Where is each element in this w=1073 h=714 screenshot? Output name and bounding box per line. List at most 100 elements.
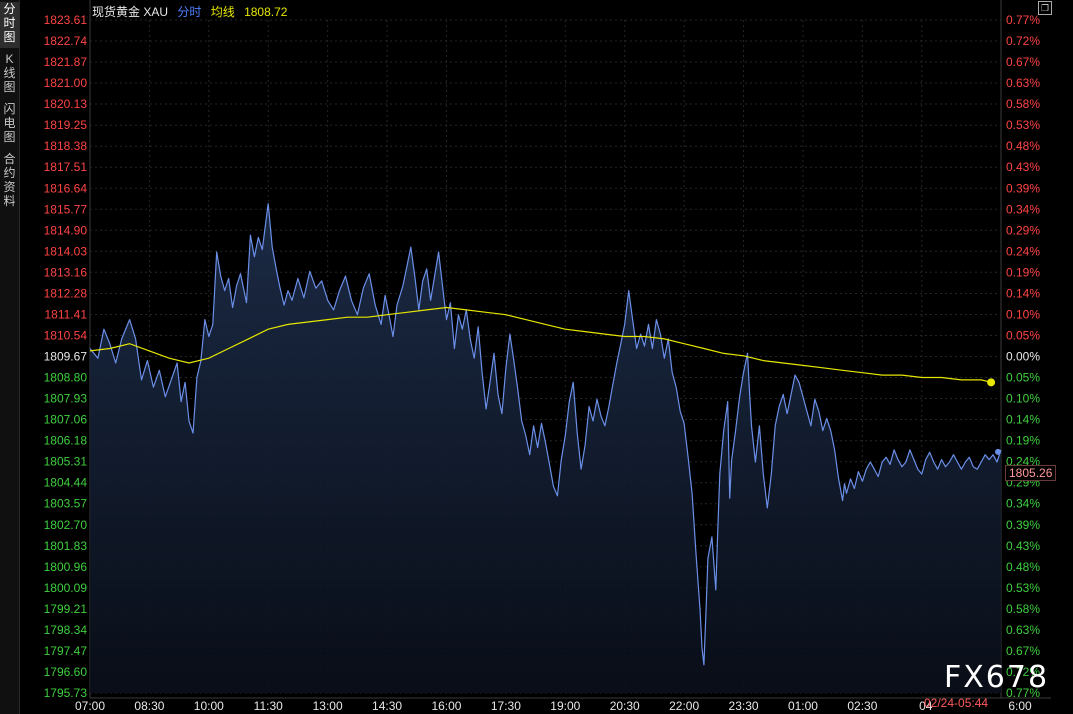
right-tick-label: 0.72% (1006, 665, 1040, 679)
right-tick-label: 0.63% (1006, 623, 1040, 637)
left-tick-label: 1820.13 (44, 97, 88, 111)
x-tick-label: 02:30 (847, 699, 877, 713)
left-tick-label: 1799.21 (44, 602, 88, 616)
left-tick-label: 1807.06 (44, 413, 88, 427)
right-tick-label: 0.43% (1006, 539, 1040, 553)
restore-window-icon[interactable]: ❐ (1038, 1, 1052, 15)
x-tick-label: 6:00 (1008, 699, 1032, 713)
right-tick-label: 0.39% (1006, 181, 1040, 195)
left-tick-label: 1823.61 (44, 13, 88, 27)
left-tick-label: 1803.57 (44, 497, 88, 511)
watermark-logo: FX678 (944, 660, 1050, 695)
right-tick-label: 0.72% (1006, 34, 1040, 48)
left-tick-label: 1800.09 (44, 581, 88, 595)
left-tick-label: 1816.64 (44, 181, 88, 195)
left-tick-label: 1804.44 (44, 476, 88, 490)
timestamp: 02/24-05:44 (924, 696, 989, 710)
price-area (90, 203, 1001, 693)
left-tick-label: 1796.60 (44, 665, 88, 679)
right-tick-label: 0.43% (1006, 160, 1040, 174)
right-tick-label: 0.48% (1006, 139, 1040, 153)
right-tick-label: 0.77% (1006, 13, 1040, 27)
right-tick-label: 0.00% (1006, 350, 1040, 364)
tab-contract-info[interactable]: 合约资料 (3, 152, 16, 208)
left-tick-label: 1798.34 (44, 623, 88, 637)
right-tick-label: 0.63% (1006, 76, 1040, 90)
last-price-tag: 1805.26 (1005, 465, 1057, 481)
left-tick-label: 1801.83 (44, 539, 88, 553)
price-end-marker (995, 448, 1001, 455)
x-tick-label: 20:30 (610, 699, 640, 713)
right-tick-label: 0.48% (1006, 560, 1040, 574)
x-tick-label: 10:00 (194, 699, 224, 713)
x-tick-label: 14:30 (372, 699, 402, 713)
right-tick-label: 0.10% (1006, 307, 1040, 321)
tab-flash-chart[interactable]: 闪电图 (3, 102, 16, 144)
x-tick-label: 22:00 (669, 699, 699, 713)
average-value: 1808.72 (244, 5, 288, 19)
left-tick-label: 1821.00 (44, 76, 88, 90)
left-tick-label: 1809.67 (44, 350, 88, 364)
left-tick-label: 1819.25 (44, 118, 88, 132)
right-tick-label: 0.67% (1006, 644, 1040, 658)
left-tick-label: 1806.18 (44, 434, 88, 448)
left-tick-label: 1815.77 (44, 202, 88, 216)
left-tick-label: 1810.54 (44, 328, 88, 342)
right-tick-label: 0.19% (1006, 434, 1040, 448)
x-tick-label: 13:00 (313, 699, 343, 713)
left-tick-label: 1808.80 (44, 371, 88, 385)
left-tick-label: 1800.96 (44, 560, 88, 574)
right-tick-label: 0.29% (1006, 223, 1040, 237)
right-tick-label: 0.05% (1006, 328, 1040, 342)
right-tick-label: 0.34% (1006, 497, 1040, 511)
left-tick-label: 1797.47 (44, 644, 88, 658)
right-tick-label: 0.58% (1006, 602, 1040, 616)
average-end-marker (987, 378, 996, 387)
x-tick-label: 01:00 (788, 699, 818, 713)
right-tick-label: 0.10% (1006, 392, 1040, 406)
right-tick-label: 0.67% (1006, 55, 1040, 69)
left-tick-label: 1807.93 (44, 392, 88, 406)
average-label: 均线 (210, 5, 235, 19)
x-tick-label: 17:30 (491, 699, 521, 713)
right-tick-label: 0.39% (1006, 518, 1040, 532)
left-tick-label: 1818.38 (44, 139, 88, 153)
left-tick-label: 1821.87 (44, 55, 88, 69)
x-tick-label: 16:00 (431, 699, 461, 713)
left-tick-label: 1805.31 (44, 455, 88, 469)
x-tick-label: 11:30 (254, 699, 283, 713)
right-tick-label: 0.77% (1006, 686, 1040, 700)
x-tick-label: 23:30 (729, 699, 759, 713)
tab-intraday-chart[interactable]: 分时图 (0, 2, 19, 48)
left-tick-label: 1802.70 (44, 518, 88, 532)
right-tick-label: 0.34% (1006, 202, 1040, 216)
x-tick-label: 07:00 (75, 699, 105, 713)
right-tick-label: 0.19% (1006, 265, 1040, 279)
x-tick-label: 04 (919, 699, 933, 713)
left-tick-label: 1795.73 (44, 686, 88, 700)
left-tick-label: 1811.41 (45, 307, 88, 321)
right-tick-label: 0.14% (1006, 413, 1040, 427)
left-tick-label: 1814.03 (44, 244, 88, 258)
right-tick-label: 0.24% (1006, 244, 1040, 258)
right-tick-label: 0.14% (1006, 286, 1040, 300)
left-tick-label: 1812.28 (44, 286, 88, 300)
chart-mode-label: 分时 (177, 5, 202, 19)
average-line (89, 306, 992, 383)
right-tick-label: 0.53% (1006, 118, 1040, 132)
instrument-name: 现货黄金 XAU (92, 5, 169, 19)
right-tick-label: 0.53% (1006, 581, 1040, 595)
right-tick-label: 0.05% (1006, 371, 1040, 385)
chart-header: 现货黄金 XAU 分时 均线 1808.72 (92, 3, 293, 20)
x-tick-label: 08:30 (134, 699, 164, 713)
left-tick-label: 1822.74 (44, 34, 88, 48)
left-tick-label: 1817.51 (44, 160, 88, 174)
right-tick-label: 0.58% (1006, 97, 1040, 111)
price-line (89, 203, 1002, 666)
left-tick-label: 1814.90 (44, 223, 88, 237)
x-tick-label: 19:00 (550, 699, 580, 713)
left-tick-label: 1813.16 (44, 265, 88, 279)
